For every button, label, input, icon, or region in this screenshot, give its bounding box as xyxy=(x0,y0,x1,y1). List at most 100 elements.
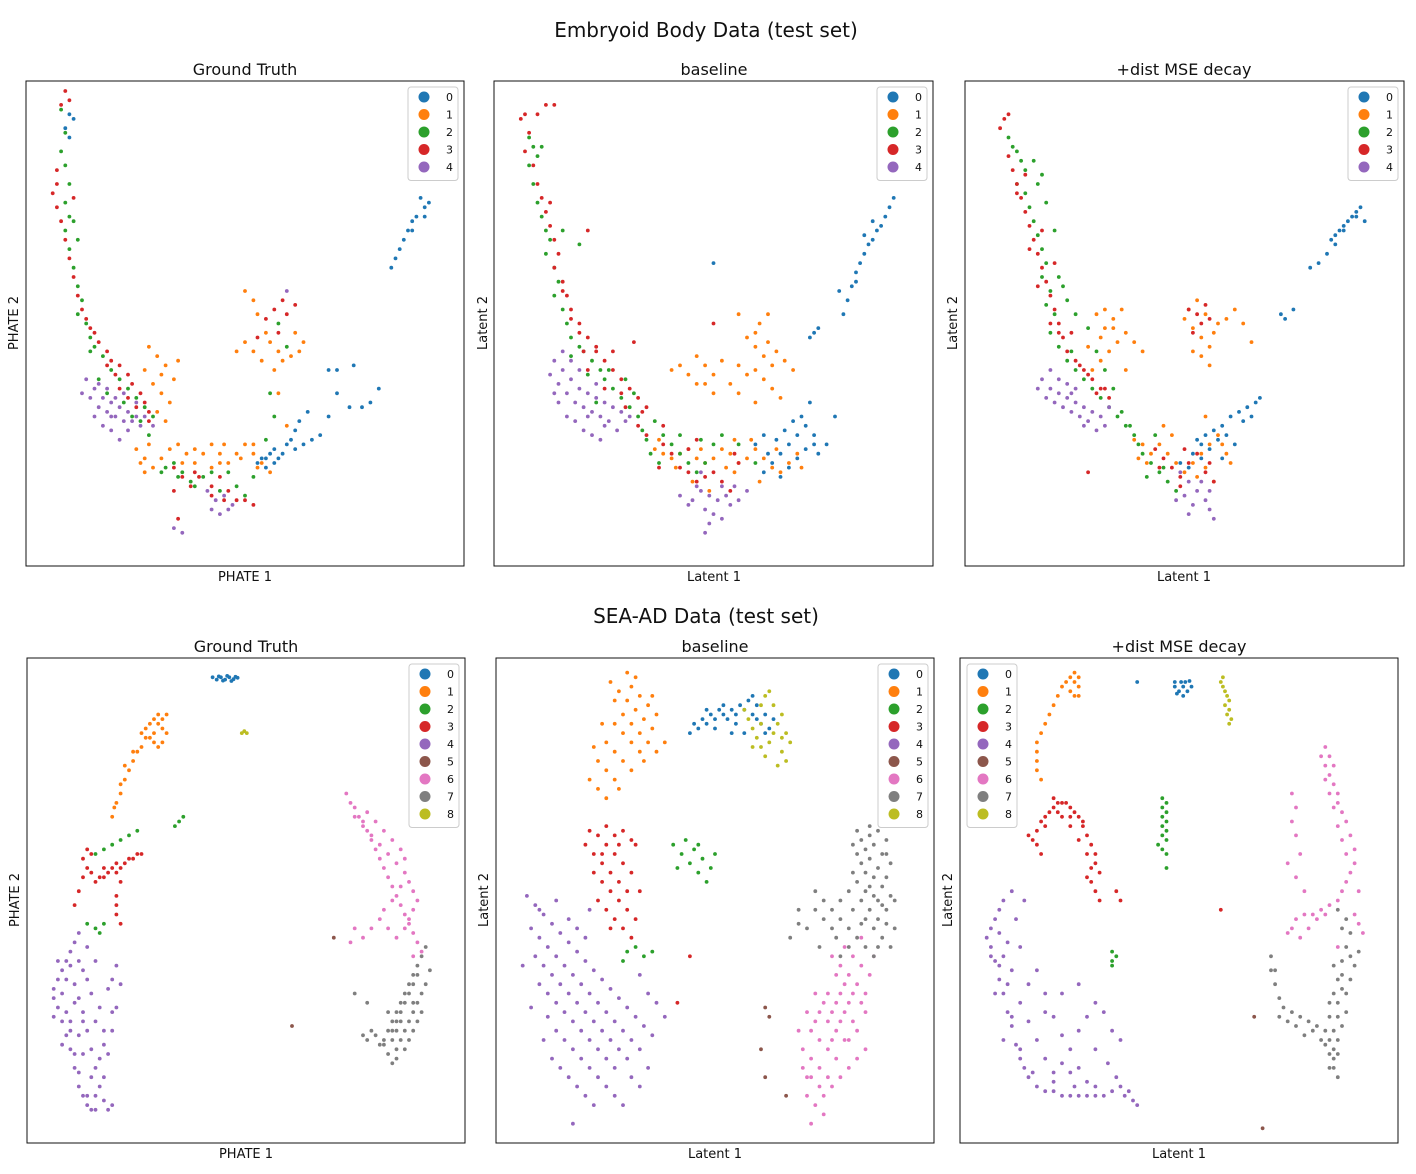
scatter-point-cluster-1 xyxy=(1140,349,1145,354)
scatter-point-cluster-3 xyxy=(264,317,268,321)
scatter-point-cluster-2 xyxy=(661,433,666,437)
scatter-point-cluster-4 xyxy=(583,1093,588,1098)
scatter-point-cluster-0 xyxy=(1316,261,1321,265)
scatter-point-cluster-0 xyxy=(418,196,423,200)
scatter-point-cluster-3 xyxy=(63,237,68,242)
scatter-point-cluster-3 xyxy=(675,1000,680,1005)
scatter-point-cluster-0 xyxy=(795,456,800,461)
scatter-point-cluster-4 xyxy=(606,419,611,423)
scatter-point-cluster-6 xyxy=(1335,801,1340,805)
scatter-point-cluster-4 xyxy=(1005,1010,1010,1014)
scatter-point-cluster-6 xyxy=(809,1028,813,1033)
scatter-point-cluster-8 xyxy=(788,740,793,745)
scatter-point-cluster-4 xyxy=(180,530,185,535)
scatter-point-cluster-3 xyxy=(1178,484,1183,489)
plot-frame xyxy=(25,80,465,567)
panel-title: Ground Truth xyxy=(194,637,299,656)
scatter-point-cluster-6 xyxy=(390,838,395,842)
scatter-point-cluster-0 xyxy=(268,451,272,456)
scatter-point-cluster-7 xyxy=(415,963,420,968)
scatter-point-cluster-0 xyxy=(280,451,285,456)
scatter-point-cluster-3 xyxy=(1118,898,1123,903)
scatter-point-cluster-4 xyxy=(1174,498,1178,503)
scatter-point-cluster-3 xyxy=(102,875,106,880)
scatter-point-cluster-0 xyxy=(1179,680,1183,684)
scatter-point-cluster-1 xyxy=(1249,340,1254,344)
scatter-point-cluster-6 xyxy=(407,921,411,926)
scatter-point-cluster-8 xyxy=(784,731,788,735)
scatter-point-cluster-1 xyxy=(1035,768,1039,773)
scatter-point-cluster-7 xyxy=(788,935,793,940)
scatter-point-cluster-7 xyxy=(419,1010,424,1014)
legend-label-8: 8 xyxy=(916,808,923,821)
legend-marker-1 xyxy=(419,686,431,697)
scatter-point-cluster-1 xyxy=(690,479,695,484)
scatter-point-cluster-2 xyxy=(134,396,139,400)
scatter-point-cluster-2 xyxy=(623,377,628,382)
scatter-point-cluster-7 xyxy=(855,828,859,833)
scatter-point-cluster-4 xyxy=(554,898,559,903)
scatter-point-cluster-0 xyxy=(1245,405,1250,410)
scatter-point-cluster-1 xyxy=(152,740,156,745)
scatter-point-cluster-4 xyxy=(537,982,542,987)
scatter-point-cluster-3 xyxy=(552,265,557,270)
scatter-point-cluster-4 xyxy=(637,973,642,977)
scatter-point-cluster-1 xyxy=(1207,363,1212,368)
scatter-point-cluster-0 xyxy=(1232,442,1237,447)
scatter-point-cluster-4 xyxy=(575,1000,579,1005)
scatter-point-cluster-1 xyxy=(799,465,804,470)
scatter-point-cluster-0 xyxy=(808,400,812,405)
scatter-point-cluster-3 xyxy=(1085,852,1089,856)
scatter-point-cluster-1 xyxy=(143,735,148,740)
scatter-point-cluster-1 xyxy=(234,451,239,456)
scatter-point-cluster-7 xyxy=(365,1038,370,1042)
scatter-point-cluster-1 xyxy=(669,456,674,461)
scatter-point-cluster-2 xyxy=(1160,824,1165,828)
scatter-point-cluster-8 xyxy=(759,721,763,726)
scatter-point-cluster-6 xyxy=(851,991,855,996)
scatter-point-cluster-0 xyxy=(1220,456,1225,461)
scatter-point-cluster-7 xyxy=(398,1010,403,1014)
scatter-point-cluster-2 xyxy=(1040,247,1044,252)
scatter-point-cluster-3 xyxy=(596,833,600,838)
scatter-point-cluster-1 xyxy=(1086,344,1090,349)
legend-marker-7 xyxy=(419,791,431,802)
scatter-point-cluster-1 xyxy=(612,749,617,754)
scatter-point-cluster-3 xyxy=(1031,237,1036,242)
scatter-point-cluster-4 xyxy=(1051,1079,1056,1084)
scatter-point-cluster-0 xyxy=(746,698,751,703)
scatter-point-cluster-1 xyxy=(1191,461,1195,465)
scatter-point-cluster-4 xyxy=(654,1000,659,1005)
scatter-point-cluster-3 xyxy=(1061,335,1065,340)
legend-label-3: 3 xyxy=(1005,721,1012,734)
scatter-point-cluster-6 xyxy=(859,963,864,968)
scatter-point-cluster-4 xyxy=(1069,410,1074,414)
scatter-point-cluster-4 xyxy=(529,1005,533,1010)
scatter-point-cluster-4 xyxy=(76,1033,81,1038)
scatter-point-cluster-6 xyxy=(838,991,843,996)
scatter-point-cluster-4 xyxy=(1076,1093,1081,1098)
scatter-point-cluster-4 xyxy=(109,428,114,433)
scatter-point-cluster-4 xyxy=(81,1010,85,1014)
scatter-point-cluster-7 xyxy=(871,894,876,898)
scatter-point-cluster-7 xyxy=(867,856,872,861)
legend-label-2: 2 xyxy=(446,126,453,139)
scatter-point-cluster-4 xyxy=(566,917,571,921)
scatter-point-cluster-4 xyxy=(617,1047,621,1052)
scatter-point-cluster-3 xyxy=(1085,833,1089,838)
scatter-point-cluster-1 xyxy=(251,349,256,354)
scatter-point-cluster-4 xyxy=(565,391,569,396)
scatter-point-cluster-4 xyxy=(126,428,130,433)
scatter-point-cluster-4 xyxy=(110,1028,115,1033)
scatter-point-cluster-3 xyxy=(523,112,527,117)
scatter-point-cluster-3 xyxy=(1040,265,1044,270)
scatter-point-cluster-2 xyxy=(1035,182,1040,186)
scatter-point-cluster-0 xyxy=(1325,251,1329,256)
scatter-point-cluster-3 xyxy=(122,861,127,866)
scatter-point-cluster-2 xyxy=(1086,326,1090,330)
scatter-point-cluster-3 xyxy=(1026,833,1031,838)
scatter-point-cluster-4 xyxy=(587,907,592,912)
scatter-point-cluster-7 xyxy=(415,973,420,977)
